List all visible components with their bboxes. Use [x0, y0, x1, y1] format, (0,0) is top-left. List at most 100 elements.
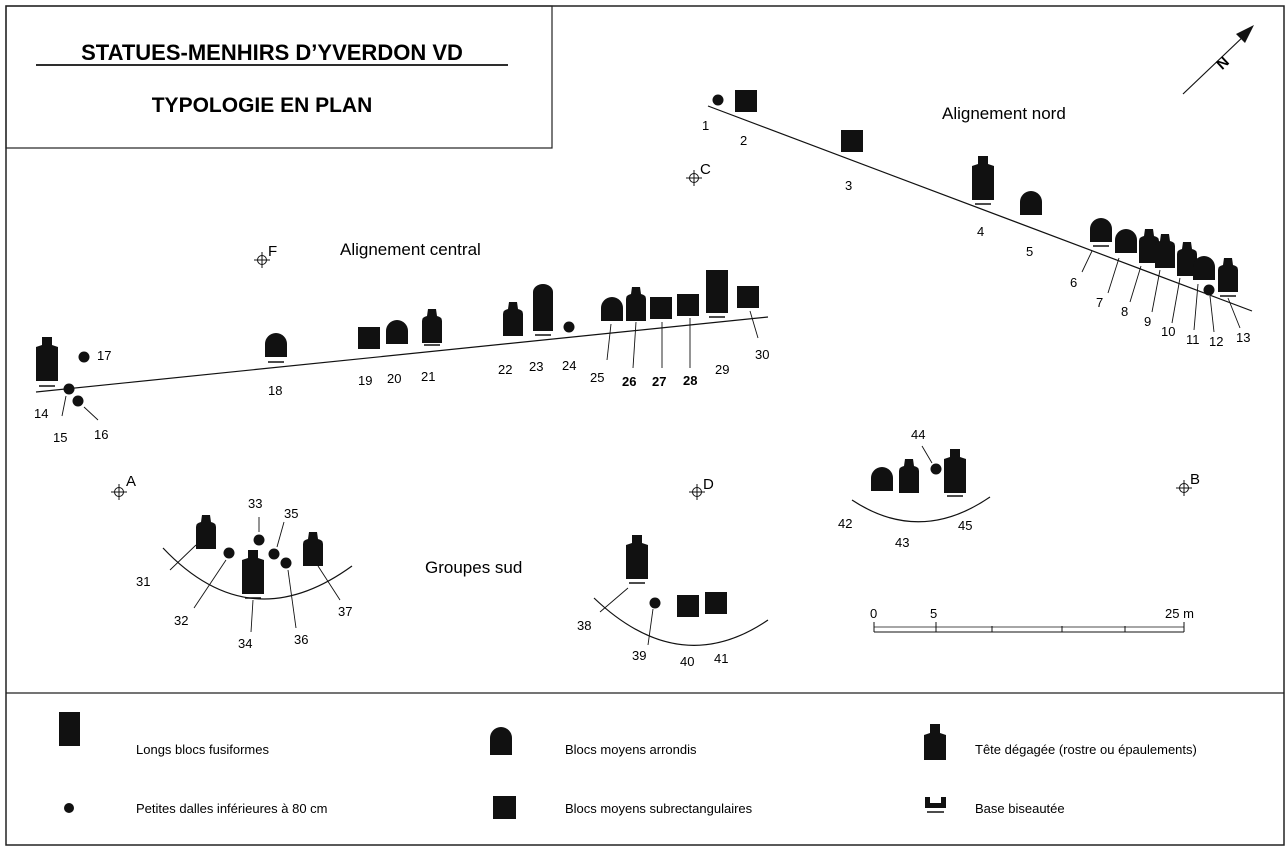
- menhir-7: [1115, 229, 1137, 253]
- menhir-2: [735, 90, 757, 112]
- menhir-34: [242, 550, 264, 599]
- menhir-40: [677, 595, 699, 617]
- svg-text:33: 33: [248, 496, 262, 511]
- menhir-31: [196, 515, 216, 549]
- svg-text:9: 9: [1144, 314, 1151, 329]
- menhir-21: [422, 309, 442, 346]
- map-title: STATUES-MENHIRS D’YVERDON VD: [81, 40, 463, 65]
- svg-text:C: C: [700, 161, 711, 178]
- svg-text:12: 12: [1209, 334, 1223, 349]
- reference-point-f: F: [253, 243, 277, 269]
- svg-text:16: 16: [94, 427, 108, 442]
- menhir-25: [601, 297, 623, 321]
- svg-text:40: 40: [680, 654, 694, 669]
- svg-text:30: 30: [755, 347, 769, 362]
- reference-point-b: B: [1175, 471, 1200, 497]
- menhir-24: [563, 321, 575, 333]
- line-alignement-nord: [707, 105, 1253, 312]
- menhir-22: [503, 302, 523, 336]
- svg-text:41: 41: [714, 651, 728, 666]
- legend-rect-label: Blocs moyens subrectangulaires: [565, 801, 753, 816]
- menhir-4: [972, 156, 994, 205]
- label-groupes-sud: Groupes sud: [425, 558, 522, 577]
- menhir-38: [626, 535, 648, 584]
- menhir-42: [871, 467, 893, 491]
- svg-text:29: 29: [715, 362, 729, 377]
- svg-text:26: 26: [622, 374, 636, 389]
- reference-point-a: A: [110, 473, 136, 501]
- menhir-12: [1203, 284, 1215, 296]
- menhir-20: [386, 320, 408, 344]
- menhir-3: [841, 130, 863, 152]
- menhir-33: [253, 534, 265, 546]
- line-alignement-central: [35, 316, 769, 393]
- svg-text:3: 3: [845, 178, 852, 193]
- svg-text:37: 37: [338, 604, 352, 619]
- svg-text:28: 28: [683, 373, 697, 388]
- svg-text:4: 4: [977, 224, 984, 239]
- menhir-39: [649, 597, 661, 609]
- legend-rounded-icon: [490, 727, 512, 755]
- leaders-sud: [169, 445, 933, 646]
- menhir-26: [626, 287, 646, 321]
- svg-text:19: 19: [358, 373, 372, 388]
- menhir-30: [737, 286, 759, 308]
- menhir-6: [1090, 218, 1112, 247]
- north-arrow-icon: N: [1182, 25, 1254, 95]
- menhir-29: [706, 270, 728, 318]
- legend-head-icon: [924, 724, 946, 760]
- svg-text:F: F: [268, 243, 277, 260]
- outer-frame: [5, 5, 1285, 846]
- svg-text:27: 27: [652, 374, 666, 389]
- svg-text:A: A: [126, 473, 136, 490]
- stone-number-labels: 1 2 3 4 5 6 7 8 9 10 11 12 13 14 15 16 1…: [34, 118, 1250, 669]
- legend-small-label: Petites dalles inférieures à 80 cm: [136, 801, 327, 816]
- label-alignement-central: Alignement central: [340, 240, 481, 259]
- legend-rect-icon: [493, 796, 516, 819]
- svg-text:42: 42: [838, 516, 852, 531]
- menhir-14: [36, 337, 58, 387]
- leaders-nord: [1081, 250, 1241, 333]
- menhir-41: [705, 592, 727, 614]
- label-alignement-nord: Alignement nord: [942, 104, 1066, 123]
- svg-text:24: 24: [562, 358, 576, 373]
- svg-text:35: 35: [284, 506, 298, 521]
- menhir-18: [265, 333, 287, 363]
- svg-text:B: B: [1190, 471, 1200, 488]
- leaders-central: [61, 310, 759, 421]
- svg-text:25: 25: [590, 370, 604, 385]
- legend-base-icon: [925, 797, 946, 813]
- svg-text:14: 14: [34, 406, 48, 421]
- svg-text:45: 45: [958, 518, 972, 533]
- svg-text:17: 17: [97, 348, 111, 363]
- legend-long-label: Longs blocs fusiformes: [136, 742, 269, 757]
- svg-text:23: 23: [529, 359, 543, 374]
- menhir-23: [533, 284, 553, 336]
- menhir-28: [677, 294, 699, 316]
- menhir-16: [72, 395, 84, 407]
- svg-text:7: 7: [1096, 295, 1103, 310]
- svg-text:11: 11: [1186, 332, 1200, 347]
- menhir-32: [223, 547, 235, 559]
- menhir-5: [1020, 191, 1042, 215]
- menhir-17: [78, 351, 90, 363]
- legend-rounded-label: Blocs moyens arrondis: [565, 742, 697, 757]
- svg-text:8: 8: [1121, 304, 1128, 319]
- svg-text:D: D: [703, 476, 714, 493]
- svg-text:6: 6: [1070, 275, 1077, 290]
- title-box: [5, 5, 553, 149]
- svg-text:34: 34: [238, 636, 252, 651]
- svg-text:38: 38: [577, 618, 591, 633]
- arc-group-38-41: [593, 597, 769, 646]
- legend-small-icon: [64, 803, 74, 813]
- menhir-27: [650, 297, 672, 319]
- svg-text:2: 2: [740, 133, 747, 148]
- svg-text:36: 36: [294, 632, 308, 647]
- reference-point-d: D: [688, 476, 714, 501]
- svg-text:13: 13: [1236, 330, 1250, 345]
- menhir-15: [63, 383, 75, 395]
- legend: Longs blocs fusiformes Petites dalles in…: [59, 712, 1197, 819]
- menhir-43: [899, 459, 919, 493]
